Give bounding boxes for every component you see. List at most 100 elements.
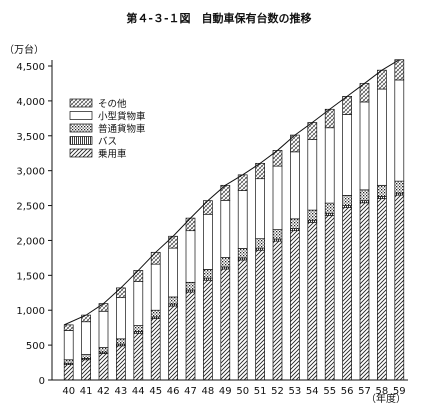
bars-layer (63, 59, 405, 381)
bar-segment (185, 291, 196, 381)
y-tick-label: 2,500 (16, 202, 45, 213)
bar-segment (394, 59, 405, 81)
bar-segment (255, 178, 265, 240)
x-tick-label: 40 (62, 386, 75, 397)
x-tick-label: 46 (167, 386, 180, 397)
bar-segment (377, 184, 387, 197)
legend-swatch (69, 123, 93, 133)
bar-stack (203, 200, 213, 381)
bar-stack (63, 324, 74, 381)
x-tick-label: 41 (80, 386, 93, 397)
bar-stack (377, 69, 387, 381)
bar-segment (203, 200, 213, 215)
x-tick-label: 51 (254, 386, 267, 397)
bar-segment (133, 281, 144, 326)
bar-segment (342, 114, 352, 196)
bar-segment (237, 248, 248, 259)
bar-segment (237, 190, 248, 249)
legend-label: 小型貨物車 (98, 111, 146, 123)
bar-segment (342, 207, 352, 381)
bar-segment (81, 354, 91, 359)
x-tick-label: 54 (306, 386, 319, 397)
x-tick-label: 49 (219, 386, 232, 397)
bar-stack (98, 303, 109, 381)
bar-stack (220, 184, 231, 381)
bar-segment (220, 268, 231, 381)
legend-swatch (69, 136, 93, 145)
bar-stack (255, 162, 265, 381)
bar-segment (377, 88, 387, 186)
bar-segment (220, 257, 231, 268)
bar-segment (116, 338, 126, 345)
bar-stack (185, 217, 196, 381)
x-tick-label: 53 (289, 386, 302, 397)
x-tick-label: 44 (132, 386, 145, 397)
x-axis: 40 41 42 43 44 45 46 47 48 49 50 51 52 53 54 55 56 57 58 59 (52, 379, 408, 397)
bar-stack (81, 314, 91, 381)
bar-segment (150, 263, 161, 311)
bar-segment (150, 309, 161, 318)
y-tick-label: 1,500 (16, 271, 45, 282)
bar-stack (272, 150, 283, 381)
x-tick-label: 59 (393, 386, 406, 397)
bar-segment (255, 238, 265, 249)
legend-label: バス (98, 137, 117, 148)
bar-segment (168, 235, 178, 249)
bar-stack (116, 287, 126, 381)
x-tick-label: 50 (236, 386, 249, 397)
bar-stack (150, 251, 161, 381)
bar-segment (63, 359, 74, 364)
x-tick-label: 52 (271, 386, 284, 397)
bar-segment (272, 240, 283, 381)
bar-segment (272, 229, 283, 240)
bar-segment (377, 198, 387, 381)
legend-swatch (69, 111, 93, 120)
bar-segment (307, 209, 318, 221)
bar-segment (116, 297, 126, 340)
bar-segment (98, 310, 109, 348)
bar-segment (133, 270, 144, 282)
bar-stack (324, 108, 335, 381)
y-tick-label: 0 (39, 376, 45, 387)
bar-segment (359, 101, 370, 191)
bar-stack (133, 270, 144, 381)
bar-segment (63, 330, 74, 361)
bar-segment (133, 325, 144, 332)
x-tick-label: 43 (115, 386, 128, 397)
bar-segment (168, 305, 178, 381)
bar-segment (203, 279, 213, 381)
bar-stack (359, 83, 370, 381)
legend-swatch (69, 148, 93, 158)
x-tick-label: 47 (184, 386, 197, 397)
bar-segment (237, 259, 248, 381)
bar-segment (272, 165, 283, 230)
y-axis: 0 500 1,000 1,500 2,000 2,500 3,000 3,500 4,000 4… (16, 60, 53, 387)
bar-segment (185, 217, 196, 232)
bar-segment (324, 214, 335, 381)
bar-segment (307, 139, 318, 211)
bar-segment (63, 324, 74, 331)
bar-segment (290, 230, 300, 381)
x-tick-label: 57 (358, 386, 371, 397)
y-tick-label: 3,000 (16, 167, 45, 178)
x-tick-label: 56 (341, 386, 354, 397)
x-tick-label: 55 (323, 386, 336, 397)
total-trend-line (63, 59, 400, 326)
y-tick-label: 500 (26, 341, 45, 352)
bar-stack (168, 235, 178, 381)
bar-segment (168, 296, 178, 305)
y-tick-label: 1,000 (16, 306, 45, 317)
bar-segment (220, 199, 231, 258)
bar-stack (290, 134, 300, 381)
bar-stack (237, 174, 248, 381)
bar-segment (81, 359, 91, 381)
bar-segment (98, 347, 109, 353)
bar-segment (307, 221, 318, 381)
legend-label: 乗用車 (98, 148, 127, 160)
bar-segment (116, 287, 126, 299)
bar-segment (203, 269, 213, 279)
bar-segment (81, 321, 91, 355)
bar-segment (359, 189, 370, 202)
